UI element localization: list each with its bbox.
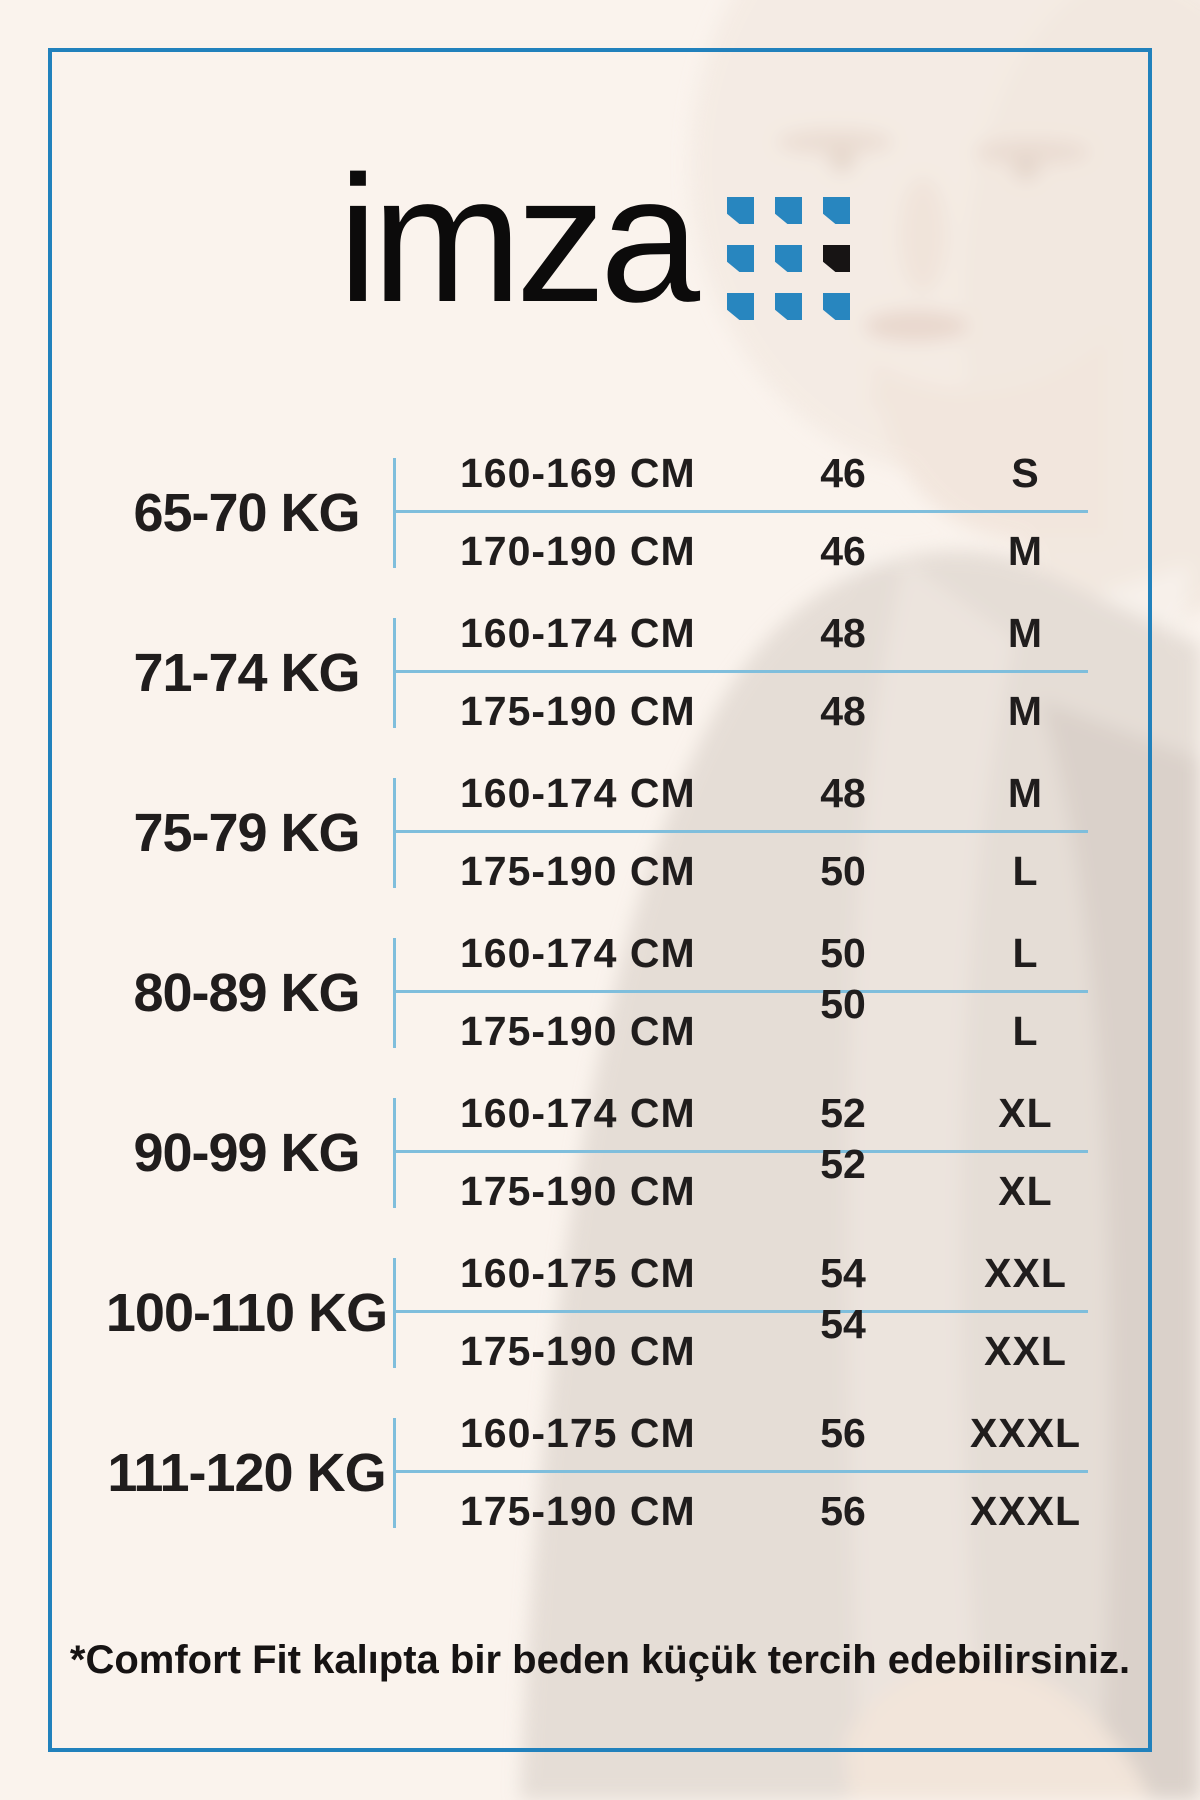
size-entries: 160-174 CM 48 M 175-190 CM 48 M — [393, 597, 1088, 749]
size-row-group: 80-89 KG 160-174 CM 50 L 175-190 CM 50 L — [48, 917, 1152, 1069]
height-range: 160-169 CM — [460, 450, 696, 496]
size-row-group: 65-70 KG 160-169 CM 46 S 170-190 CM 46 M — [48, 437, 1152, 589]
size-entries: 160-175 CM 56 XXXL 175-190 CM 56 XXXL — [393, 1397, 1088, 1549]
height-range: 160-174 CM — [460, 930, 696, 976]
size-letter: M — [1007, 610, 1044, 656]
size-letter: XL — [998, 1090, 1053, 1136]
size-number: 48 — [820, 610, 866, 656]
size-letter: S — [1011, 450, 1040, 496]
height-range: 160-175 CM — [460, 1410, 696, 1456]
height-range: 175-190 CM — [460, 847, 696, 894]
height-range: 160-174 CM — [460, 770, 696, 816]
size-entries: 160-174 CM 50 L 175-190 CM 50 L — [393, 917, 1088, 1069]
size-entry-row: 170-190 CM 46 M — [393, 513, 1088, 589]
size-number: 48 — [820, 770, 866, 816]
size-number: 46 — [820, 450, 866, 496]
height-range: 170-190 CM — [460, 527, 696, 574]
size-number: 50 — [820, 930, 866, 976]
size-entry-row: 160-174 CM 50 L — [393, 917, 1088, 993]
size-row-group: 111-120 KG 160-175 CM 56 XXXL 175-190 CM… — [48, 1397, 1152, 1549]
logo-square — [727, 245, 754, 272]
size-entry-row: 160-174 CM 48 M — [393, 757, 1088, 833]
comfort-fit-note: *Comfort Fit kalıpta bir beden küçük ter… — [69, 1638, 1131, 1682]
logo-square — [727, 293, 754, 320]
logo-square — [727, 197, 754, 224]
size-entry-row: 160-169 CM 46 S — [393, 437, 1088, 513]
size-entry-row: 175-190 CM 50 L — [393, 981, 1088, 1069]
logo-square — [775, 197, 802, 224]
height-range: 160-174 CM — [460, 610, 696, 656]
weight-range-label: 90-99 KG — [133, 1123, 360, 1183]
size-number: 54 — [820, 1300, 866, 1347]
height-range: 175-190 CM — [460, 1167, 696, 1214]
size-entry-row: 160-175 CM 56 XXXL — [393, 1397, 1088, 1473]
size-entries: 160-174 CM 52 XL 175-190 CM 52 XL — [393, 1077, 1088, 1229]
size-entry-row: 160-174 CM 48 M — [393, 597, 1088, 673]
brand-logo-text: imza — [338, 139, 700, 340]
height-range: 160-174 CM — [460, 1090, 696, 1136]
size-letter: M — [1007, 527, 1044, 574]
size-entry-row: 160-174 CM 52 XL — [393, 1077, 1088, 1153]
size-entry-row: 175-190 CM 56 XXXL — [393, 1473, 1088, 1549]
size-row-group: 75-79 KG 160-174 CM 48 M 175-190 CM 50 L — [48, 757, 1152, 909]
logo-square — [823, 197, 850, 224]
size-number: 52 — [820, 1090, 866, 1136]
size-number: 56 — [820, 1410, 866, 1456]
height-range: 160-175 CM — [460, 1250, 696, 1296]
size-number: 54 — [820, 1250, 866, 1296]
logo-square — [823, 245, 850, 272]
size-number: 56 — [820, 1487, 866, 1534]
weight-range-label: 71-74 KG — [133, 643, 360, 703]
height-range: 175-190 CM — [460, 1007, 696, 1054]
height-range: 175-190 CM — [460, 1327, 696, 1374]
size-letter: M — [1007, 687, 1044, 734]
size-letter: XL — [998, 1167, 1053, 1214]
height-range: 175-190 CM — [460, 1487, 696, 1534]
size-number: 50 — [820, 847, 866, 894]
size-number: 48 — [820, 687, 866, 734]
weight-range-label: 111-120 KG — [107, 1443, 386, 1503]
weight-range-label: 80-89 KG — [133, 963, 360, 1023]
size-row-group: 71-74 KG 160-174 CM 48 M 175-190 CM 48 M — [48, 597, 1152, 749]
size-letter: XXXL — [969, 1410, 1082, 1456]
weight-range-label: 75-79 KG — [133, 803, 360, 863]
brand-logo-squares-icon — [727, 197, 850, 320]
logo-square — [823, 293, 850, 320]
logo-square — [775, 245, 802, 272]
logo-square — [775, 293, 802, 320]
size-letter: L — [1012, 930, 1039, 976]
size-table: 65-70 KG 160-169 CM 46 S 170-190 CM 46 M… — [48, 437, 1152, 1557]
size-entries: 160-175 CM 54 XXL 175-190 CM 54 XXL — [393, 1237, 1088, 1389]
size-entry-row: 160-175 CM 54 XXL — [393, 1237, 1088, 1313]
size-entries: 160-169 CM 46 S 170-190 CM 46 M — [393, 437, 1088, 589]
size-number: 46 — [820, 527, 866, 574]
size-letter: XXL — [984, 1250, 1067, 1296]
size-letter: XXL — [984, 1327, 1067, 1374]
size-number: 50 — [820, 980, 866, 1027]
size-entry-row: 175-190 CM 52 XL — [393, 1141, 1088, 1229]
weight-range-label: 65-70 KG — [133, 483, 360, 543]
size-letter: L — [1012, 847, 1039, 894]
height-range: 175-190 CM — [460, 687, 696, 734]
size-letter: M — [1007, 770, 1044, 816]
size-entry-row: 175-190 CM 48 M — [393, 673, 1088, 749]
size-entry-row: 175-190 CM 54 XXL — [393, 1301, 1088, 1389]
size-entry-row: 175-190 CM 50 L — [393, 833, 1088, 909]
size-row-group: 100-110 KG 160-175 CM 54 XXL 175-190 CM … — [48, 1237, 1152, 1389]
size-entries: 160-174 CM 48 M 175-190 CM 50 L — [393, 757, 1088, 909]
weight-range-label: 100-110 KG — [105, 1283, 388, 1343]
size-letter: L — [1012, 1007, 1039, 1054]
size-number: 52 — [820, 1140, 866, 1187]
size-row-group: 90-99 KG 160-174 CM 52 XL 175-190 CM 52 … — [48, 1077, 1152, 1229]
size-letter: XXXL — [969, 1487, 1082, 1534]
